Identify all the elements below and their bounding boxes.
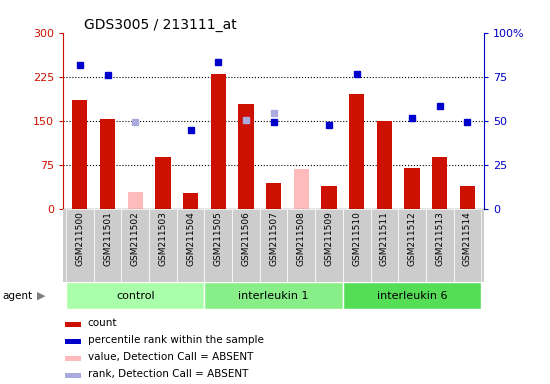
Text: GSM211508: GSM211508 (297, 212, 306, 266)
Bar (183, 193, 198, 209)
Text: GSM211512: GSM211512 (408, 212, 416, 266)
Text: GSM211505: GSM211505 (214, 212, 223, 266)
Bar (315, 209, 343, 282)
Text: GSM211503: GSM211503 (158, 212, 167, 266)
Bar (294, 169, 309, 209)
Text: GSM211509: GSM211509 (324, 212, 333, 266)
Bar (377, 121, 392, 209)
Bar (149, 209, 177, 282)
Bar (155, 157, 170, 209)
Bar (94, 209, 122, 282)
Text: control: control (116, 291, 155, 301)
Text: value, Detection Call = ABSENT: value, Detection Call = ABSENT (87, 352, 253, 362)
Bar (177, 209, 205, 282)
Bar (288, 209, 315, 282)
Bar (66, 209, 94, 282)
Bar (63, 209, 484, 282)
Text: ▶: ▶ (37, 291, 46, 301)
Bar (371, 209, 398, 282)
Text: GSM211506: GSM211506 (241, 212, 250, 266)
Bar (72, 100, 87, 209)
Bar (349, 94, 364, 209)
Bar (232, 209, 260, 282)
Bar (122, 209, 149, 282)
Bar (65, 356, 81, 361)
Bar (205, 209, 232, 282)
Text: GSM211511: GSM211511 (380, 212, 389, 266)
Bar (321, 186, 337, 209)
Text: GSM211513: GSM211513 (435, 212, 444, 266)
Bar (432, 157, 447, 209)
Text: GSM211507: GSM211507 (269, 212, 278, 266)
Text: GSM211510: GSM211510 (352, 212, 361, 266)
Bar (65, 373, 81, 378)
Bar (238, 104, 254, 209)
Text: percentile rank within the sample: percentile rank within the sample (87, 335, 263, 345)
Text: GSM211500: GSM211500 (75, 212, 84, 266)
Text: interleukin 6: interleukin 6 (377, 291, 447, 301)
Bar (65, 339, 81, 344)
Text: count: count (87, 318, 117, 328)
Bar (205, 282, 343, 309)
Bar (266, 183, 281, 209)
Bar (460, 186, 475, 209)
Bar (404, 168, 420, 209)
Text: GSM211514: GSM211514 (463, 212, 472, 266)
Bar (398, 209, 426, 282)
Bar (343, 209, 371, 282)
Bar (100, 119, 115, 209)
Text: rank, Detection Call = ABSENT: rank, Detection Call = ABSENT (87, 369, 248, 379)
Text: GDS3005 / 213111_at: GDS3005 / 213111_at (84, 18, 237, 31)
Bar (454, 209, 481, 282)
Bar (65, 323, 81, 328)
Text: agent: agent (3, 291, 33, 301)
Bar (260, 209, 288, 282)
Text: GSM211504: GSM211504 (186, 212, 195, 266)
Bar (343, 282, 481, 309)
Bar (211, 74, 226, 209)
Bar (128, 192, 143, 209)
Text: GSM211502: GSM211502 (131, 212, 140, 266)
Bar (426, 209, 454, 282)
Bar (66, 282, 205, 309)
Text: interleukin 1: interleukin 1 (238, 291, 309, 301)
Text: GSM211501: GSM211501 (103, 212, 112, 266)
